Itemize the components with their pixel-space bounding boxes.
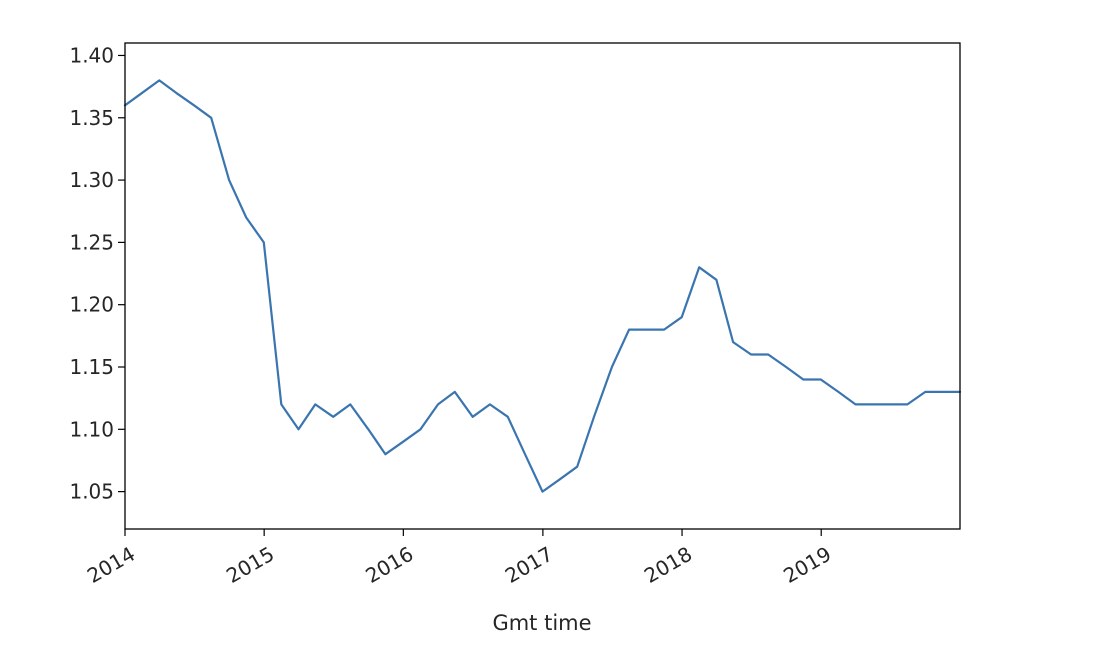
x-axis: 2014 2015 2016 2017 2018 2019 [83, 529, 835, 588]
x-tick-label: 2019 [779, 542, 835, 588]
y-tick-label: 1.30 [69, 168, 114, 192]
y-tick-label: 1.40 [69, 43, 114, 67]
x-tick-label: 2018 [640, 542, 696, 588]
x-tick-label: 2017 [501, 542, 557, 588]
x-tick-label: 2014 [83, 542, 139, 588]
y-tick-label: 1.15 [69, 355, 114, 379]
y-tick-label: 1.10 [69, 417, 114, 441]
x-tick-label: 2016 [361, 542, 417, 588]
x-tick-label: 2015 [222, 542, 278, 588]
x-axis-label: Gmt time [492, 611, 591, 635]
plot-background [125, 43, 960, 529]
series-layer [123, 79, 962, 493]
y-axis: 1.05 1.10 1.15 1.20 1.25 1.30 1.35 1.40 [69, 43, 125, 504]
y-tick-label: 1.35 [69, 106, 114, 130]
y-tick-label: 1.05 [69, 480, 114, 504]
y-tick-label: 1.20 [69, 293, 114, 317]
y-tick-label: 1.25 [69, 230, 114, 254]
series-line [123, 79, 962, 493]
